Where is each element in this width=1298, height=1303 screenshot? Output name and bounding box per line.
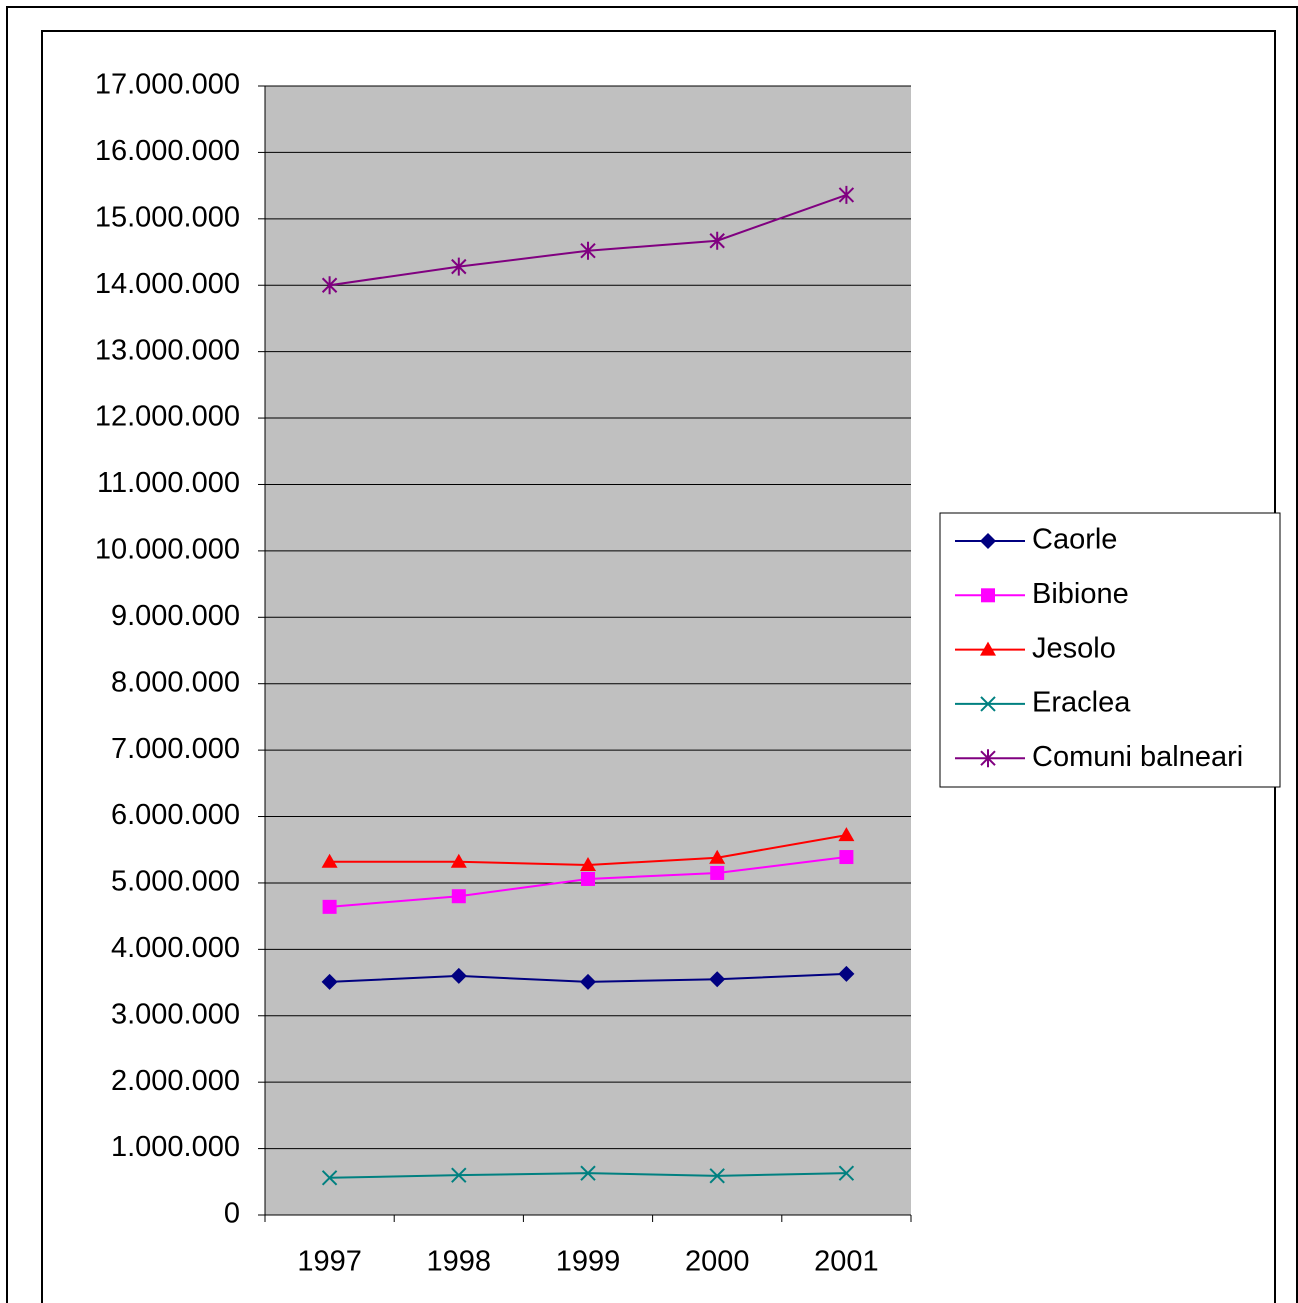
y-tick-label: 12.000.000	[95, 401, 240, 433]
x-tick-label: 1997	[297, 1246, 362, 1278]
y-tick-label: 5.000.000	[111, 866, 240, 898]
legend-label: Caorle	[1032, 524, 1117, 556]
marker	[580, 973, 596, 990]
marker	[709, 231, 725, 250]
marker	[980, 641, 996, 656]
marker	[450, 967, 467, 984]
marker	[450, 853, 467, 868]
x-tick-label: 2001	[814, 1246, 879, 1278]
y-tick-label: 3.000.000	[111, 998, 240, 1030]
legend-label: Comuni balneari	[1032, 741, 1243, 773]
x-tick-label: 1999	[556, 1246, 621, 1278]
marker	[838, 827, 855, 842]
marker	[321, 276, 338, 295]
x-tick-label: 2000	[685, 1246, 750, 1278]
y-tick-label: 4.000.000	[111, 932, 240, 964]
marker	[580, 1165, 596, 1181]
y-tick-label: 6.000.000	[111, 799, 240, 831]
marker	[980, 533, 996, 549]
marker	[322, 899, 337, 914]
marker	[580, 241, 596, 260]
y-tick-label: 11.000.000	[97, 467, 240, 499]
y-tick-label: 14.000.000	[95, 268, 240, 300]
marker	[321, 973, 338, 990]
y-tick-label: 8.000.000	[111, 666, 240, 698]
marker	[980, 749, 996, 768]
legend-label: Eraclea	[1032, 687, 1131, 719]
marker	[838, 965, 855, 982]
y-tick-label: 7.000.000	[111, 733, 240, 765]
x-tick-label: 1998	[427, 1246, 492, 1278]
marker	[710, 865, 725, 880]
marker	[321, 853, 338, 868]
y-tick-label: 17.000.000	[95, 69, 240, 101]
marker	[321, 1170, 338, 1186]
legend-label: Jesolo	[1032, 632, 1116, 664]
marker	[839, 850, 854, 865]
marker	[451, 257, 467, 276]
y-tick-label: 15.000.000	[95, 201, 240, 233]
marker	[709, 849, 726, 864]
y-tick-label: 16.000.000	[95, 135, 240, 167]
marker	[838, 185, 855, 204]
marker	[981, 588, 995, 603]
marker	[451, 1167, 467, 1183]
y-tick-label: 2.000.000	[111, 1065, 240, 1097]
y-tick-label: 9.000.000	[111, 600, 240, 632]
y-tick-label: 0	[224, 1198, 240, 1230]
marker	[980, 696, 996, 712]
legend-label: Bibione	[1032, 578, 1129, 610]
y-tick-label: 10.000.000	[95, 534, 240, 566]
marker	[709, 1168, 725, 1184]
marker	[581, 871, 595, 886]
y-tick-label: 1.000.000	[111, 1131, 240, 1163]
plot-background	[265, 86, 911, 1215]
marker	[580, 857, 596, 872]
y-tick-label: 13.000.000	[95, 334, 240, 366]
marker	[838, 1165, 855, 1181]
marker	[451, 889, 466, 904]
marker	[709, 971, 726, 988]
